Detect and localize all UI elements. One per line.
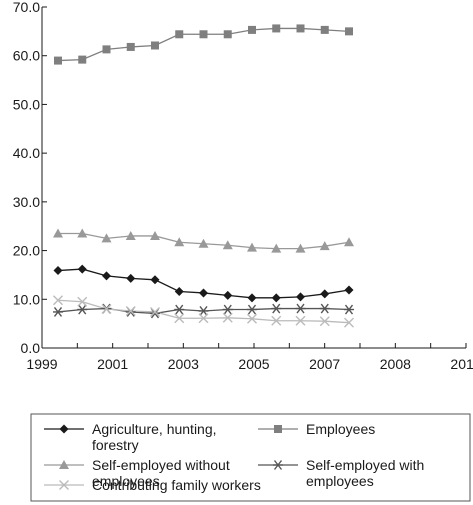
legend-label: Employees [306, 421, 375, 437]
data-point [150, 230, 160, 240]
y-tick-label: 60.0 [13, 48, 40, 64]
data-point [295, 315, 306, 326]
data-point [223, 30, 232, 39]
legend: Agriculture, hunting,forestry Employees Se… [30, 413, 471, 502]
data-point [101, 304, 112, 315]
data-point [77, 296, 88, 307]
data-point [174, 237, 185, 247]
data-point [271, 315, 282, 326]
x-tick-label: 2001 [97, 356, 128, 372]
legend-label: Contributing family workers [92, 477, 261, 493]
data-point [174, 304, 185, 315]
data-point [102, 271, 111, 281]
data-point [319, 303, 330, 314]
data-point [344, 304, 354, 315]
data-point [102, 45, 111, 54]
data-point [296, 292, 305, 302]
legend-marker [59, 460, 69, 469]
data-point [319, 316, 330, 327]
data-point [271, 293, 281, 303]
data-point [53, 228, 63, 238]
data-point [78, 55, 87, 64]
plot-lines [57, 27, 350, 324]
data-point [151, 41, 159, 50]
data-point [198, 306, 209, 316]
y-tick-label: 10.0 [13, 291, 40, 307]
legend-label: Self-employed with [306, 457, 424, 473]
data-point [77, 304, 88, 315]
data-point [320, 25, 329, 34]
data-point [296, 24, 305, 33]
data-point [126, 42, 135, 51]
data-point [344, 285, 354, 295]
data-point [199, 30, 208, 39]
x-tick-label: 2005 [238, 356, 269, 372]
legend-label: Self-employed without [92, 457, 230, 473]
data-point [344, 317, 354, 328]
legend-marker [273, 460, 283, 470]
data-point [248, 25, 256, 34]
data-point [222, 312, 233, 323]
data-point [77, 228, 88, 238]
y-tick-label: 70.0 [13, 0, 40, 15]
x-ticks: 1999 2001 2003 2005 2007 2008 2010 [26, 343, 473, 372]
data-point [247, 304, 257, 315]
data-point [271, 243, 282, 253]
data-point [223, 290, 233, 300]
data-point [126, 273, 136, 283]
x-tick-label: 2010 [450, 356, 473, 372]
y-tick-label: 0.0 [21, 340, 41, 356]
y-tick-label: 50.0 [13, 96, 40, 112]
y-tick-label: 40.0 [13, 145, 40, 161]
data-point [54, 56, 62, 65]
data-point [77, 264, 87, 274]
data-point [295, 303, 306, 314]
data-point [53, 266, 63, 276]
x-tick-label: 1999 [26, 356, 57, 372]
data-point [247, 242, 257, 252]
legend-marker [274, 425, 282, 433]
data-point [53, 307, 63, 317]
data-point [344, 237, 354, 247]
data-point [174, 313, 185, 324]
y-tick-label: 30.0 [13, 194, 40, 210]
data-point [53, 295, 63, 306]
x-tick-label: 2008 [380, 356, 411, 372]
data-point [247, 313, 257, 324]
data-point [198, 238, 209, 248]
legend-marker [59, 424, 69, 434]
plot-markers [53, 24, 354, 328]
legend-box [30, 413, 471, 502]
data-point [125, 230, 136, 240]
data-point [222, 304, 233, 315]
data-point [150, 308, 160, 319]
legend-marker [59, 480, 69, 490]
data-point [150, 275, 160, 285]
data-point [247, 293, 257, 303]
data-point [198, 313, 209, 324]
x-tick-label: 2007 [309, 356, 340, 372]
legend-label: employees [306, 473, 374, 489]
data-point [174, 286, 184, 296]
legend-label: forestry [92, 437, 139, 453]
data-point [345, 27, 353, 36]
legend-label: Agriculture, hunting, [92, 421, 217, 437]
data-point [150, 306, 160, 317]
x-tick-label: 2003 [168, 356, 199, 372]
data-point [272, 24, 281, 33]
data-point [319, 241, 330, 251]
data-point [101, 233, 112, 243]
legend-label: employees [92, 473, 160, 489]
data-point [320, 289, 330, 299]
data-point [175, 30, 184, 39]
data-point [271, 303, 282, 314]
y-tick-label: 20.0 [13, 243, 40, 259]
data-point [295, 243, 306, 253]
data-point [125, 305, 136, 316]
data-point [222, 240, 233, 250]
y-ticks: 0.0 10.0 20.0 30.0 40.0 50.0 60.0 70.0 [13, 0, 47, 356]
data-point [199, 288, 208, 298]
